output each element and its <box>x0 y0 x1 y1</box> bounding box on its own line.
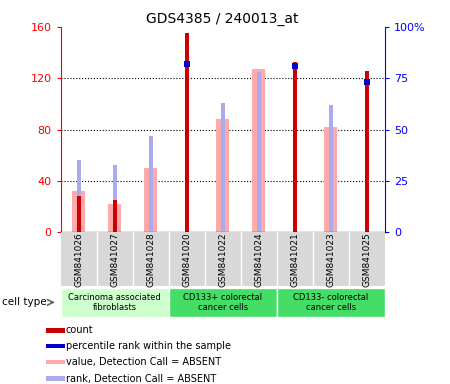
Text: cell type: cell type <box>2 297 47 308</box>
Text: GSM841021: GSM841021 <box>290 232 299 286</box>
Text: GSM841026: GSM841026 <box>74 232 83 286</box>
Text: GSM841028: GSM841028 <box>146 232 155 286</box>
Bar <box>72 191 85 232</box>
Bar <box>46 344 65 348</box>
Text: GSM841025: GSM841025 <box>362 232 371 286</box>
Bar <box>46 376 65 381</box>
Text: GSM841027: GSM841027 <box>110 232 119 286</box>
Bar <box>277 288 385 317</box>
Text: percentile rank within the sample: percentile rank within the sample <box>66 341 231 351</box>
Bar <box>257 72 261 232</box>
Bar <box>149 136 153 232</box>
Bar <box>252 69 265 232</box>
Text: GSM841023: GSM841023 <box>326 232 335 286</box>
Bar <box>61 288 169 317</box>
Text: value, Detection Call = ABSENT: value, Detection Call = ABSENT <box>66 357 221 367</box>
Bar <box>292 61 297 232</box>
Bar <box>329 105 333 232</box>
Text: CD133- colorectal
cancer cells: CD133- colorectal cancer cells <box>293 293 369 312</box>
Bar <box>76 196 81 232</box>
Bar <box>108 204 121 232</box>
Text: GSM841020: GSM841020 <box>182 232 191 286</box>
Bar <box>46 328 65 333</box>
Bar <box>221 103 225 232</box>
Title: GDS4385 / 240013_at: GDS4385 / 240013_at <box>147 12 299 26</box>
Text: rank, Detection Call = ABSENT: rank, Detection Call = ABSENT <box>66 374 216 384</box>
Bar <box>184 33 189 232</box>
Bar <box>144 168 157 232</box>
Text: GSM841022: GSM841022 <box>218 232 227 286</box>
Text: count: count <box>66 326 94 336</box>
Bar <box>77 161 81 232</box>
Bar <box>46 359 65 364</box>
Text: CD133+ colorectal
cancer cells: CD133+ colorectal cancer cells <box>183 293 262 312</box>
Bar <box>324 127 337 232</box>
Bar <box>112 200 117 232</box>
Text: Carcinoma associated
fibroblasts: Carcinoma associated fibroblasts <box>68 293 161 312</box>
Bar <box>364 71 369 232</box>
Text: GSM841024: GSM841024 <box>254 232 263 286</box>
Bar <box>169 288 277 317</box>
Bar <box>113 164 117 232</box>
Bar <box>216 119 229 232</box>
